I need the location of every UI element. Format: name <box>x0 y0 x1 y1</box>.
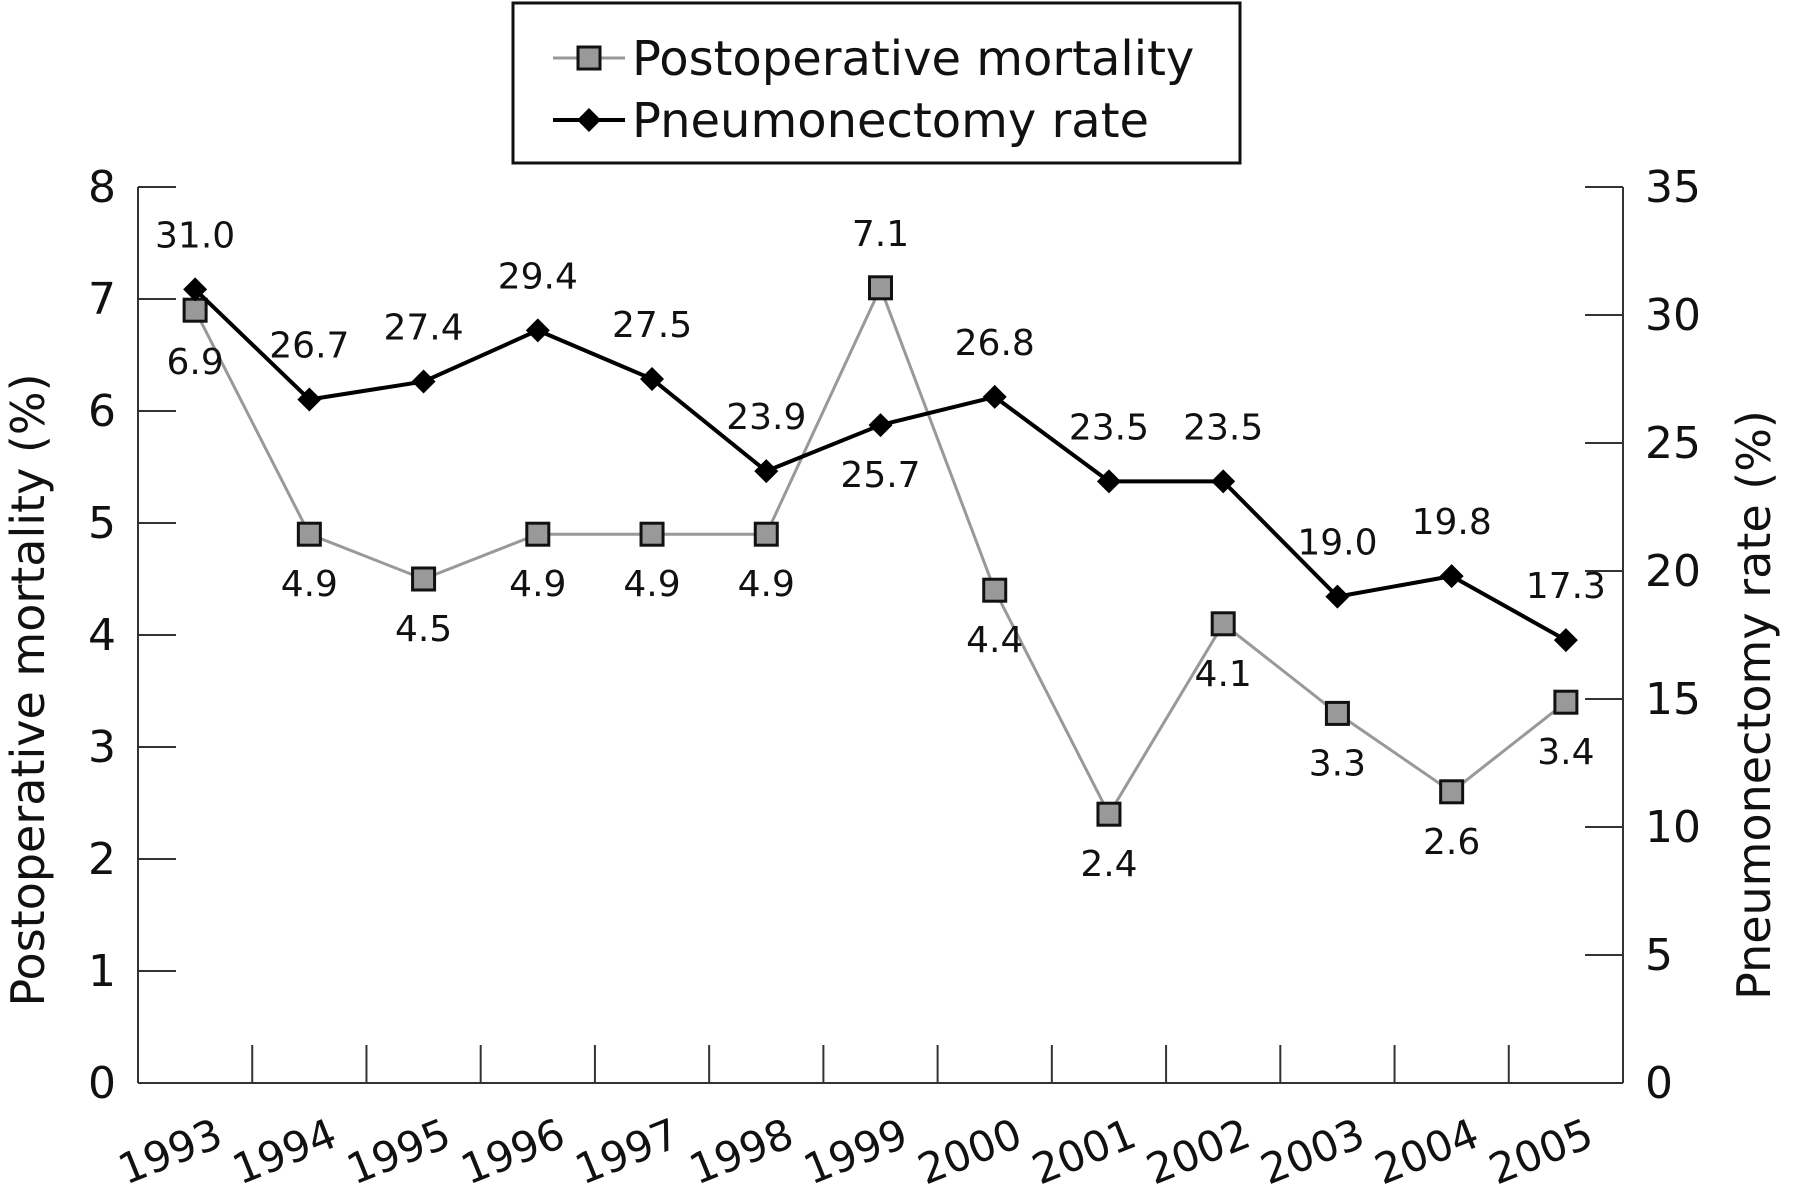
mortality-point <box>1096 801 1122 827</box>
left-axis-tick-label: 1 <box>88 946 116 997</box>
x-axis-tick-label: 1993 <box>111 1109 228 1194</box>
x-axis-tick-label: 1999 <box>797 1109 914 1194</box>
right-axis-tick-label: 15 <box>1645 674 1701 725</box>
mortality-data-label: 4.9 <box>281 564 338 605</box>
mortality-data-label: 4.5 <box>395 609 452 650</box>
left-axis-tick-label: 5 <box>88 498 116 549</box>
mortality-data-label: 4.9 <box>738 564 795 605</box>
mortality-point <box>982 577 1008 603</box>
pneumonectomy-data-label: 23.9 <box>726 397 806 438</box>
pneumonectomy-point <box>1553 628 1578 653</box>
left-axis-tick-label: 7 <box>88 274 116 325</box>
left-axis-title: Postoperative mortality (%) <box>1 373 55 1006</box>
pneumonectomy-data-label: 23.5 <box>1183 407 1263 448</box>
pneumonectomy-point <box>868 413 893 438</box>
pneumonectomy-data-label: 25.7 <box>840 455 920 496</box>
pneumonectomy-point <box>754 459 779 484</box>
mortality-point <box>296 521 322 547</box>
mortality-point <box>753 521 779 547</box>
right-axis-tick-label: 30 <box>1645 290 1701 341</box>
pneumonectomy-point <box>525 318 550 343</box>
right-axis-tick-label: 25 <box>1645 418 1701 469</box>
pneumonectomy-data-label: 19.8 <box>1412 502 1492 543</box>
pneumonectomy-data-label: 29.4 <box>498 256 578 297</box>
pneumonectomy-point <box>1439 564 1464 589</box>
left-axis-tick-label: 4 <box>88 610 116 661</box>
legend-pneumonectomy-label: Pneumonectomy rate <box>632 93 1149 149</box>
pneumonectomy-point <box>1211 469 1236 494</box>
right-axis-tick-label: 10 <box>1645 802 1701 853</box>
pneumonectomy-point <box>982 384 1007 409</box>
right-axis-tick-label: 5 <box>1645 930 1673 981</box>
chart-data-labels: 6.9 4.9 4.5 4.9 4.9 4.9 7.1 4.4 2.4 4.1 3.3 2.6 3.4 3… <box>155 214 1606 885</box>
pneumonectomy-data-label: 17.3 <box>1526 566 1606 607</box>
mortality-data-label: 4.4 <box>966 620 1023 661</box>
pneumonectomy-data-label: 23.5 <box>1069 407 1149 448</box>
mortality-data-label: 3.4 <box>1537 732 1594 773</box>
mortality-data-label: 2.4 <box>1080 844 1137 885</box>
x-axis-tick-label: 1994 <box>226 1109 343 1194</box>
pneumonectomy-data-label: 31.0 <box>155 215 235 256</box>
left-axis-tick-label: 2 <box>88 834 116 885</box>
pneumonectomy-data-label: 19.0 <box>1297 523 1377 564</box>
pneumonectomy-point <box>183 277 208 302</box>
mortality-data-label: 4.9 <box>509 564 566 605</box>
chart-series <box>182 275 1579 827</box>
right-axis-tick-label: 35 <box>1645 162 1701 213</box>
left-axis-tick-label: 6 <box>88 386 116 437</box>
x-axis-tick-label: 1996 <box>454 1109 571 1194</box>
left-axis-tick-label: 0 <box>88 1058 116 1109</box>
mortality-point <box>1439 779 1465 805</box>
x-axis-tick-label: 2002 <box>1139 1109 1256 1194</box>
mortality-point <box>182 297 208 323</box>
right-axis-tick-label: 0 <box>1645 1058 1673 1109</box>
mortality-data-label: 7.1 <box>852 214 909 255</box>
pneumonectomy-data-label: 27.4 <box>383 308 463 349</box>
mortality-data-label: 4.9 <box>623 564 680 605</box>
pneumonectomy-data-label: 27.5 <box>612 305 692 346</box>
left-axis-tick-label: 8 <box>88 162 116 213</box>
x-axis-tick-label: 2005 <box>1482 1109 1599 1194</box>
mortality-point <box>1324 700 1350 726</box>
legend-box <box>511 1 1242 165</box>
left-axis-tick-label: 3 <box>88 722 116 773</box>
pneumonectomy-data-label: 26.7 <box>269 325 349 366</box>
mortality-point <box>1553 689 1579 715</box>
right-axis-title: Pneumonectomy rate (%) <box>1727 410 1781 1000</box>
mortality-point <box>639 521 665 547</box>
mortality-data-label: 3.3 <box>1309 743 1366 784</box>
mortality-data-label: 4.1 <box>1195 654 1252 695</box>
pneumonectomy-point <box>640 367 665 391</box>
pneumonectomy-point <box>1096 469 1121 494</box>
mortality-point <box>868 275 893 301</box>
pneumonectomy-data-label: 26.8 <box>955 323 1035 364</box>
x-axis-tick-label: 2004 <box>1368 1109 1485 1194</box>
legend-pneumonectomy-marker <box>577 108 601 132</box>
legend-mortality-marker <box>576 45 602 71</box>
pneumonectomy-point <box>297 387 322 412</box>
x-axis-tick-label: 1998 <box>683 1109 800 1194</box>
mortality-data-label: 6.9 <box>166 342 223 383</box>
mortality-data-label: 2.6 <box>1423 822 1480 863</box>
x-axis-tick-label: 1997 <box>568 1109 685 1194</box>
mortality-point <box>1210 611 1236 637</box>
pneumonectomy-point <box>1325 584 1350 609</box>
x-axis-tick-label: 2000 <box>911 1109 1028 1194</box>
right-axis-tick-label: 20 <box>1645 546 1701 597</box>
mortality-point <box>525 521 551 547</box>
x-axis-tick-label: 1995 <box>340 1109 457 1194</box>
x-axis-tick-label: 2001 <box>1025 1109 1142 1194</box>
pneumonectomy-point <box>411 369 436 394</box>
chart-axes: 0123456780510152025303519931994199519961… <box>88 162 1701 1194</box>
legend-mortality-label: Postoperative mortality <box>632 31 1194 87</box>
mortality-point <box>411 566 437 592</box>
legend: Postoperative mortality Pneumonectomy rat… <box>511 1 1242 165</box>
x-axis-tick-label: 2003 <box>1254 1109 1371 1194</box>
